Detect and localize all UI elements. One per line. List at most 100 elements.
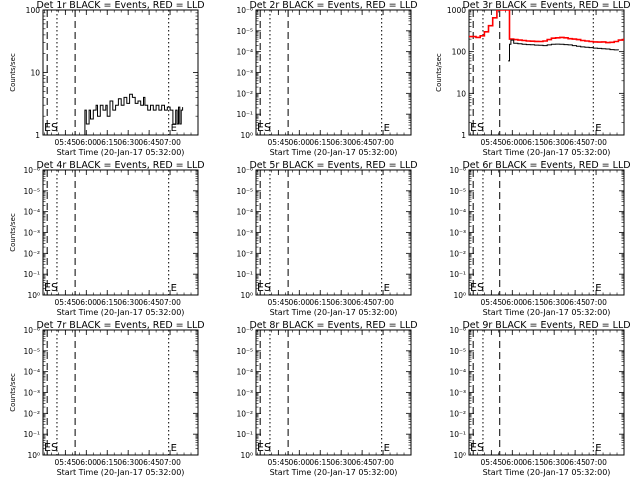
y-tick-label: 10⁻³ — [236, 389, 253, 398]
y-tick-label: 10⁻⁵ — [23, 347, 40, 356]
series-events-line — [508, 39, 619, 62]
y-tick-label: 10⁻⁶ — [23, 166, 40, 175]
y-tick-label: 10⁻³ — [449, 229, 466, 238]
chart-panel-6: Det 6r BLACK = Events, RED = LLD 10⁰ 10⁻¹ 1… — [449, 160, 630, 317]
chart-panel-8: Det 8r BLACK = Events, RED = LLD 10⁰ 10⁻¹ 1… — [236, 320, 417, 477]
marker-label-e: E — [171, 283, 177, 294]
x-tick-label: 06:15 — [309, 138, 331, 147]
marker-label-e: E — [595, 443, 601, 454]
marker-label-es: ES — [44, 281, 58, 294]
marker-label-e: E — [595, 123, 601, 134]
y-tick-label: 10⁻² — [236, 409, 253, 418]
x-tick-label: 06:15 — [96, 298, 118, 307]
y-tick-label: 10⁻² — [449, 409, 466, 418]
x-axis-label: Start Time (20-Jan-17 05:32:00) — [270, 468, 398, 477]
x-tick-label: 06:00 — [288, 298, 310, 307]
y-tick-label: 1 — [35, 131, 40, 140]
marker-label-es: ES — [257, 121, 271, 134]
chart-panel-1: Det 1r BLACK = Events, RED = LLD 1 10 100 05… — [9, 0, 205, 157]
chart-title: Det 6r BLACK = Events, RED = LLD — [462, 160, 630, 171]
y-tick-label: 10⁻⁵ — [236, 187, 253, 196]
y-tick-label: 10⁻¹ — [449, 430, 466, 439]
x-tick-label: 05:45 — [481, 138, 503, 147]
y-tick-label: 10⁻⁶ — [449, 326, 466, 335]
y-tick-label: 10⁰ — [240, 131, 253, 140]
x-tick-label: 06:45 — [351, 138, 373, 147]
y-tick-label: 10⁻¹ — [23, 270, 40, 279]
marker-label-e: E — [384, 283, 390, 294]
marker-label-e: E — [171, 443, 177, 454]
y-tick-label: 10⁻⁵ — [23, 187, 40, 196]
y-tick-label: 10⁰ — [453, 291, 466, 300]
chart-panel-9: Det 9r BLACK = Events, RED = LLD 10⁰ 10⁻¹ 1… — [449, 320, 630, 477]
y-tick-label: 10⁻⁶ — [236, 6, 253, 15]
marker-label-es: ES — [470, 121, 484, 134]
x-tick-label: 07:00 — [159, 138, 181, 147]
x-tick-label: 06:00 — [288, 138, 310, 147]
x-tick-label: 05:45 — [481, 298, 503, 307]
plot-frame — [468, 329, 625, 456]
x-tick-label: 07:00 — [585, 458, 607, 467]
x-tick-label: 06:30 — [117, 138, 139, 147]
plot-frame — [468, 169, 625, 296]
y-axis-label: Counts/sec — [435, 53, 443, 92]
y-tick-label: 10⁻⁴ — [449, 208, 466, 217]
chart-title: Det 7r BLACK = Events, RED = LLD — [36, 320, 204, 331]
x-axis-label: Start Time (20-Jan-17 05:32:00) — [57, 468, 185, 477]
y-tick-label: 10⁻² — [449, 249, 466, 258]
x-tick-label: 06:30 — [117, 458, 139, 467]
series-events-line — [83, 93, 184, 135]
y-tick-label: 10⁻⁶ — [23, 326, 40, 335]
y-tick-label: 10⁻³ — [449, 389, 466, 398]
y-tick-label: 1000 — [447, 6, 466, 15]
y-tick-label: 10⁻⁴ — [23, 208, 40, 217]
y-tick-label: 10⁻⁵ — [236, 347, 253, 356]
y-tick-label: 10⁰ — [27, 291, 40, 300]
x-tick-label: 07:00 — [372, 298, 394, 307]
marker-label-es: ES — [44, 441, 58, 454]
x-tick-label: 06:45 — [351, 458, 373, 467]
x-tick-label: 07:00 — [372, 458, 394, 467]
y-tick-label: 10⁻³ — [23, 389, 40, 398]
chart-title: Det 2r BLACK = Events, RED = LLD — [249, 0, 417, 11]
y-axis-label: Counts/sec — [9, 373, 17, 412]
y-tick-label: 10⁻¹ — [23, 430, 40, 439]
chart-title: Det 5r BLACK = Events, RED = LLD — [249, 160, 417, 171]
plot-frame — [255, 169, 412, 296]
x-tick-label: 06:15 — [309, 458, 331, 467]
plot-frame — [42, 329, 199, 456]
x-tick-label: 06:00 — [501, 138, 523, 147]
x-tick-label: 07:00 — [585, 298, 607, 307]
chart-panel-5: Det 5r BLACK = Events, RED = LLD 10⁰ 10⁻¹ 1… — [236, 160, 417, 317]
y-tick-label: 10⁻⁴ — [449, 368, 466, 377]
y-tick-label: 10⁻¹ — [236, 430, 253, 439]
y-axis-label: Counts/sec — [9, 213, 17, 252]
x-tick-label: 06:00 — [75, 138, 97, 147]
marker-label-es: ES — [257, 281, 271, 294]
x-tick-label: 06:45 — [138, 458, 160, 467]
x-tick-label: 06:45 — [564, 138, 586, 147]
x-tick-label: 06:45 — [351, 298, 373, 307]
y-tick-label: 10⁻⁶ — [236, 166, 253, 175]
y-axis-label: Counts/sec — [9, 53, 17, 92]
y-tick-label: 10⁻⁵ — [449, 347, 466, 356]
marker-label-e: E — [171, 123, 177, 134]
x-tick-label: 05:45 — [268, 298, 290, 307]
x-axis-label: Start Time (20-Jan-17 05:32:00) — [483, 468, 611, 477]
x-tick-label: 06:30 — [330, 458, 352, 467]
chart-panel-2: Det 2r BLACK = Events, RED = LLD 10⁰ 10⁻¹ 1… — [236, 0, 417, 157]
x-tick-label: 06:00 — [75, 458, 97, 467]
y-tick-label: 1 — [461, 131, 466, 140]
y-tick-label: 10⁻⁴ — [236, 208, 253, 217]
x-axis-label: Start Time (20-Jan-17 05:32:00) — [57, 148, 185, 157]
chart-title: Det 8r BLACK = Events, RED = LLD — [249, 320, 417, 331]
y-tick-label: 10⁻³ — [23, 229, 40, 238]
plot-frame — [42, 9, 199, 136]
marker-label-es: ES — [44, 121, 58, 134]
y-tick-label: 10⁻⁴ — [236, 48, 253, 57]
x-tick-label: 06:45 — [564, 458, 586, 467]
y-tick-label: 10⁻² — [236, 249, 253, 258]
x-axis-label: Start Time (20-Jan-17 05:32:00) — [270, 148, 398, 157]
y-tick-label: 10⁰ — [240, 451, 253, 460]
y-tick-label: 10⁰ — [240, 291, 253, 300]
